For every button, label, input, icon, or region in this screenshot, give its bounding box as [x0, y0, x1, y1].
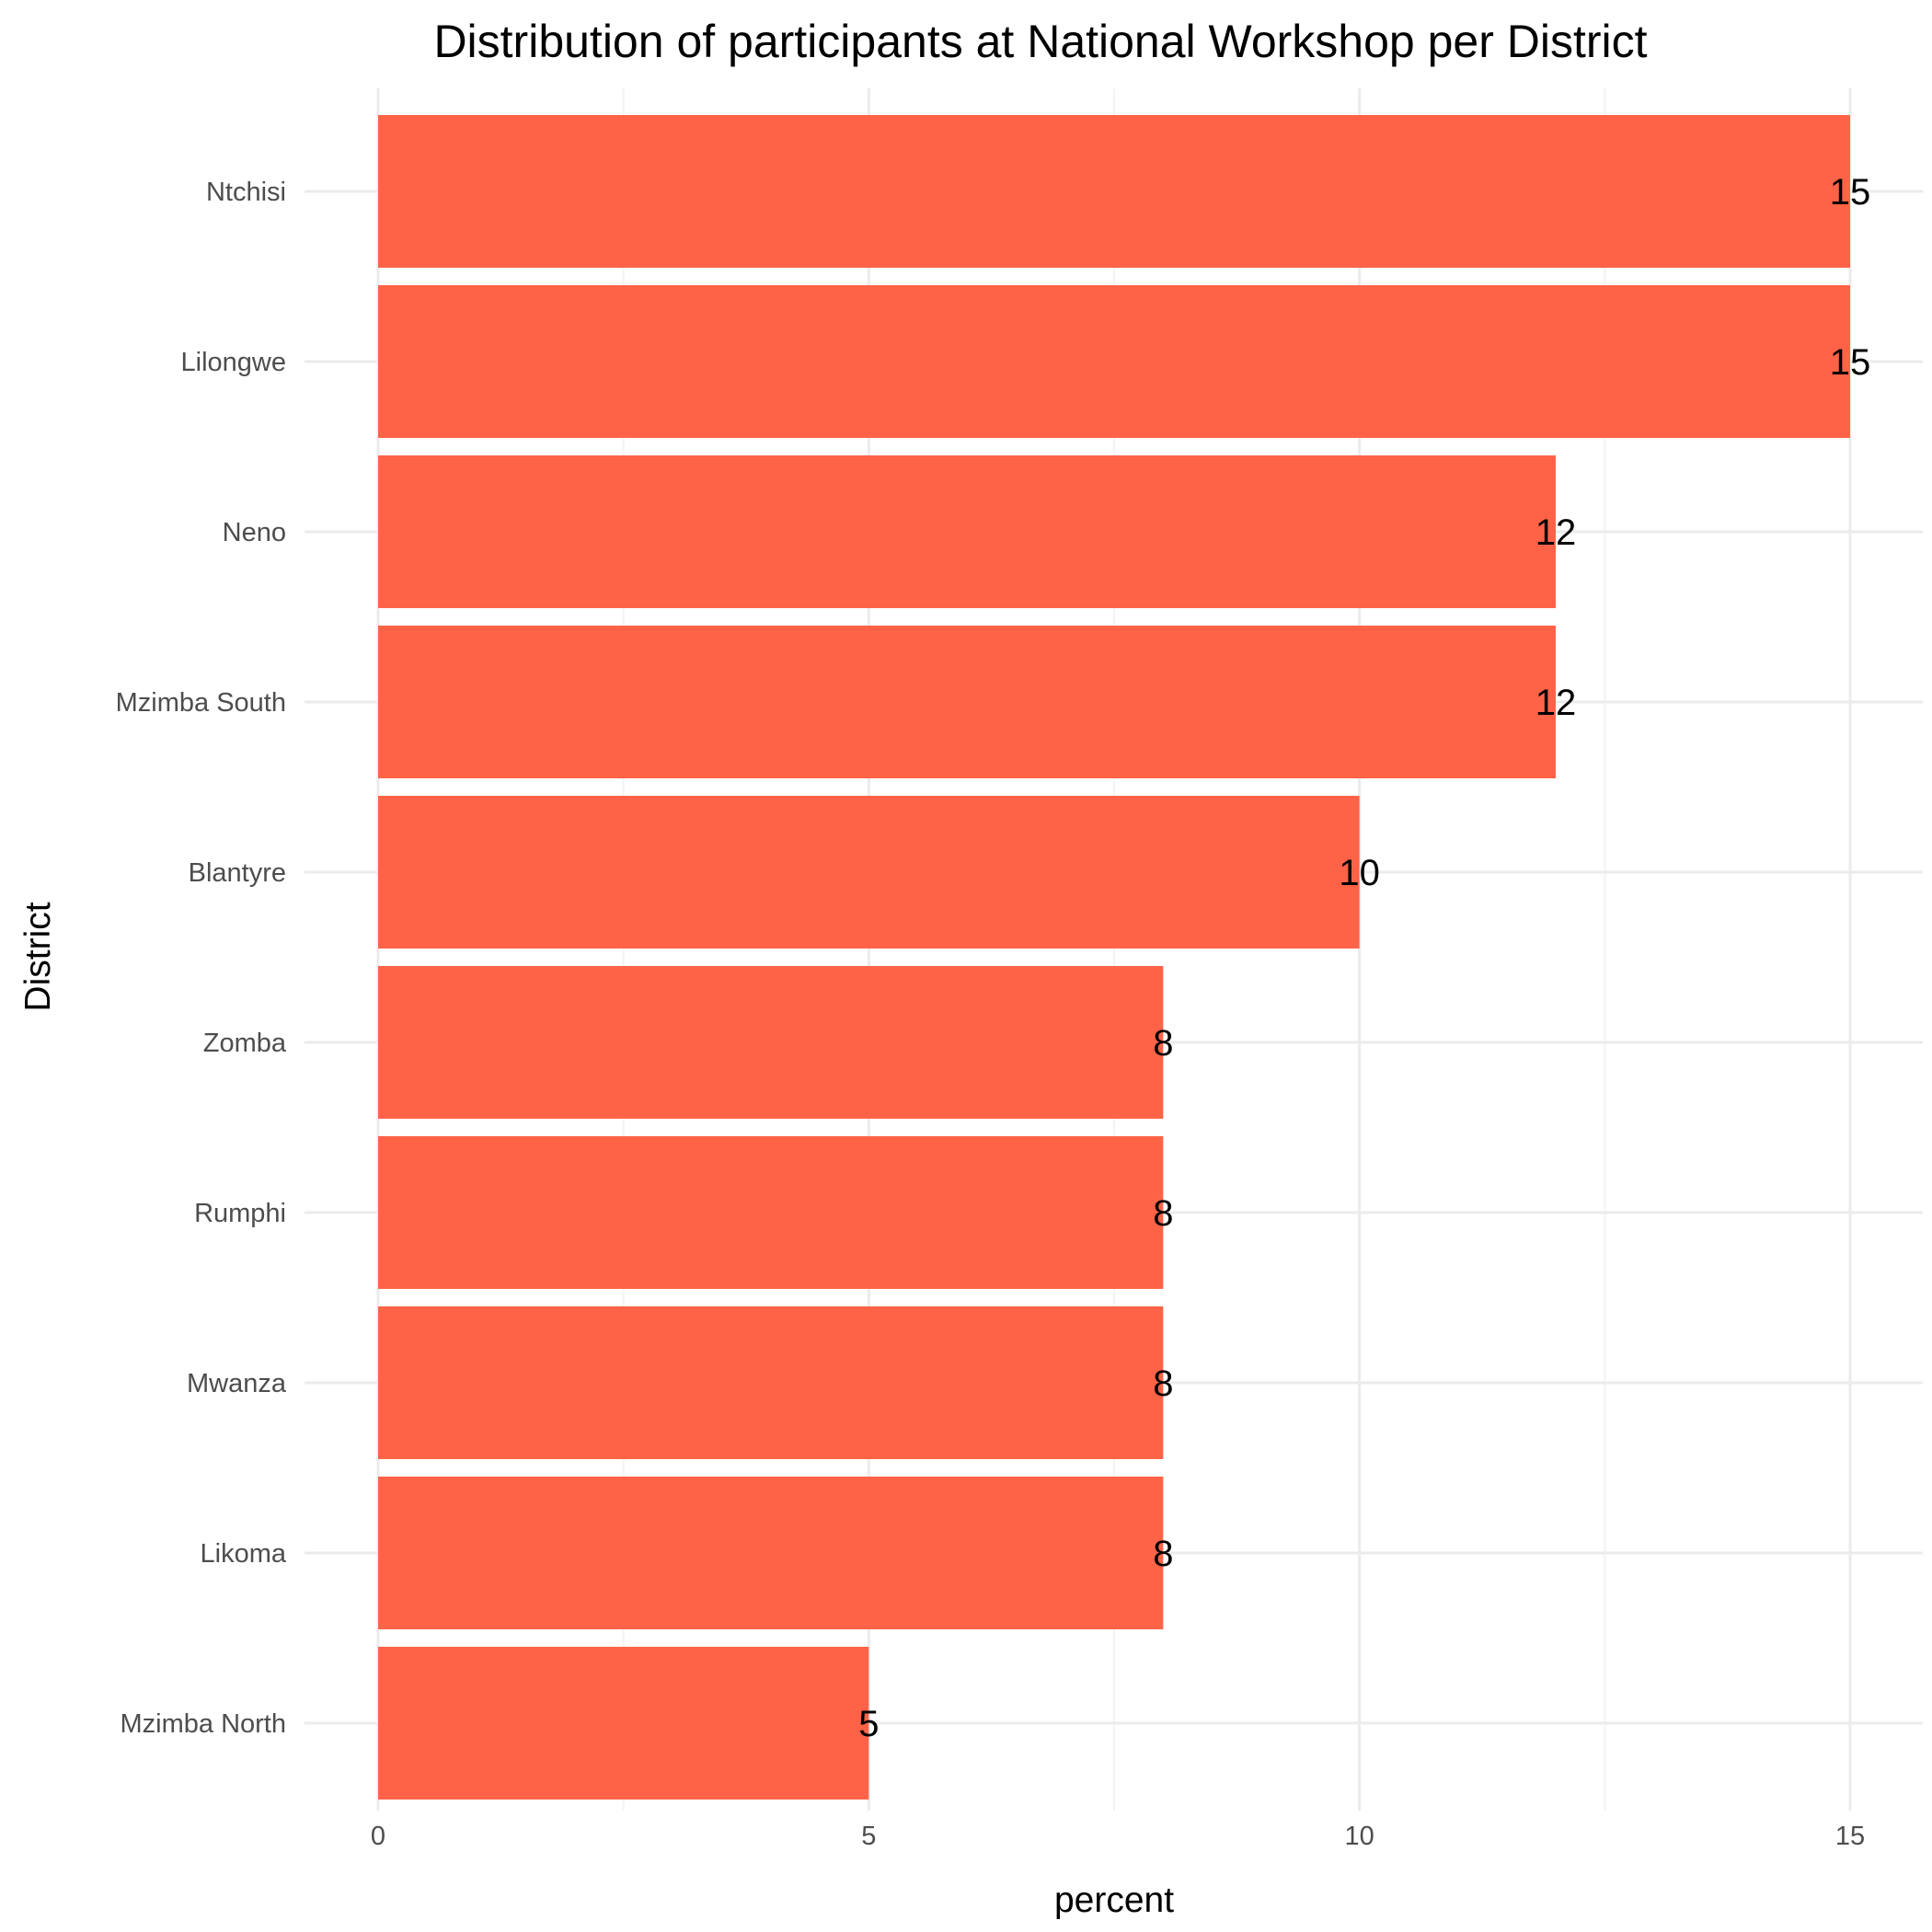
bar: [378, 285, 1850, 438]
bars: [378, 115, 1850, 1800]
data-labels: 15 15 12 12 10 8 8 8 8 5: [858, 172, 1870, 1744]
x-axis-ticks: 0 5 10 15: [371, 1822, 1865, 1851]
x-axis-title: percent: [1054, 1880, 1174, 1920]
y-tick-label: Blantyre: [189, 858, 286, 888]
bar-value-label: 12: [1535, 512, 1577, 553]
y-tick-label: Likoma: [201, 1539, 287, 1569]
bar-value-label: 8: [1153, 1363, 1173, 1404]
bar-value-label: 5: [858, 1704, 879, 1744]
x-tick-label: 0: [371, 1822, 385, 1851]
bar: [378, 1647, 869, 1800]
y-tick-label: Mwanza: [187, 1369, 287, 1398]
x-tick-label: 10: [1345, 1822, 1374, 1851]
bar-value-label: 8: [1153, 1023, 1173, 1064]
x-tick-label: 15: [1835, 1822, 1865, 1851]
y-tick-label: Rumphi: [194, 1199, 286, 1228]
y-tick-label: Mzimba North: [121, 1709, 287, 1739]
bar-value-label: 15: [1830, 342, 1871, 383]
y-axis-title: District: [18, 902, 58, 1011]
bar-value-label: 15: [1830, 172, 1871, 213]
y-tick-label: Lilongwe: [181, 348, 286, 377]
bar-value-label: 12: [1535, 683, 1577, 723]
bar: [378, 1306, 1164, 1459]
bar: [378, 115, 1850, 268]
y-tick-label: Zomba: [203, 1029, 287, 1058]
bar: [378, 626, 1556, 778]
bar: [378, 796, 1360, 949]
bar: [378, 966, 1164, 1119]
chart-title: Distribution of participants at National…: [433, 16, 1647, 67]
y-axis-ticks: Ntchisi Lilongwe Neno Mzimba South Blantyre Z…: [116, 178, 287, 1739]
bar: [378, 1136, 1164, 1289]
x-tick-label: 5: [861, 1822, 876, 1851]
bar: [378, 455, 1556, 608]
y-tick-label: Ntchisi: [206, 178, 286, 207]
bar-value-label: 8: [1153, 1534, 1173, 1574]
y-tick-label: Neno: [223, 518, 286, 547]
bar: [378, 1477, 1164, 1629]
bar-value-label: 10: [1339, 853, 1380, 893]
bar-value-label: 8: [1153, 1193, 1173, 1234]
y-tick-label: Mzimba South: [116, 688, 286, 718]
